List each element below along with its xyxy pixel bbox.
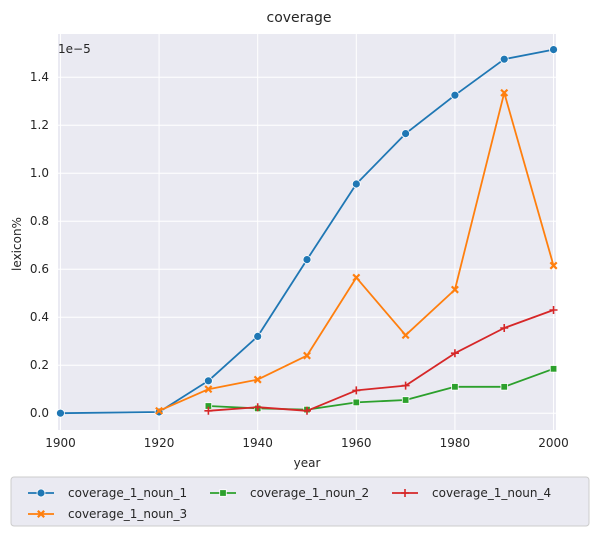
x-tick-label: 1900	[45, 436, 76, 450]
y-tick-label: 1.0	[30, 166, 49, 180]
data-point-marker	[451, 383, 459, 391]
data-point-marker	[303, 351, 311, 360]
tick-labels: 1900 1920 1940 1960 1980 2000 0.0 0.2 0.4 0.6 0.8 1…	[30, 70, 569, 450]
y-tick-label: 1.2	[30, 118, 49, 132]
y-tick-label: 0.0	[30, 406, 49, 420]
legend-label: coverage_1_noun_4	[432, 486, 551, 500]
legend-item-coverage_1_noun_1: coverage_1_noun_1	[28, 486, 187, 500]
data-point-marker	[204, 406, 213, 415]
series-coverage_1_noun_3	[155, 88, 558, 415]
data-point-marker	[450, 285, 459, 294]
y-tick-label: 1.4	[30, 70, 49, 84]
data-point-marker	[401, 489, 409, 497]
data-point-marker	[253, 403, 262, 412]
x-tick-label: 1980	[440, 436, 471, 450]
data-point-marker	[56, 408, 65, 418]
data-point-marker	[155, 406, 164, 415]
data-point-marker	[401, 331, 410, 340]
data-point-marker	[303, 406, 311, 415]
y-tick-label: 0.2	[30, 358, 49, 372]
data-point-marker	[500, 324, 509, 332]
legend-label: coverage_1_noun_1	[68, 486, 187, 500]
data-point-marker	[203, 376, 213, 386]
data-point-marker	[401, 381, 410, 390]
legend: coverage_1_noun_1 coverage_1_noun_2 covera…	[10, 476, 590, 527]
x-axis-label: year	[294, 456, 321, 470]
series-coverage_1_noun_1	[56, 45, 558, 418]
x-tick-label: 2000	[538, 436, 569, 450]
legend-frame	[10, 476, 590, 527]
data-point-marker	[499, 54, 509, 64]
plot-area	[58, 34, 556, 430]
data-point-marker	[500, 88, 509, 97]
x-tick-label: 1940	[242, 436, 273, 450]
data-point-marker	[450, 349, 459, 358]
legend-item-coverage_1_noun_2: coverage_1_noun_2	[210, 486, 369, 500]
legend-label: coverage_1_noun_2	[250, 486, 369, 500]
data-point-marker	[37, 510, 45, 518]
data-point-marker	[302, 255, 312, 265]
data-point-marker	[204, 385, 213, 394]
data-point-marker	[352, 273, 361, 282]
y-axis-label: lexicon%	[10, 217, 24, 271]
series-line	[208, 309, 554, 412]
data-point-marker	[401, 129, 411, 139]
data-point-marker	[253, 331, 263, 341]
series-line	[60, 48, 554, 415]
data-point-marker	[450, 90, 460, 100]
data-point-marker	[549, 306, 558, 314]
data-point-marker	[500, 383, 508, 391]
data-point-marker	[351, 179, 361, 189]
chart-title: coverage	[267, 10, 332, 26]
data-point-marker	[549, 45, 558, 54]
y-axis-offset: 1e−5	[58, 42, 91, 56]
data-point-marker	[219, 489, 227, 497]
data-point-marker	[549, 261, 558, 270]
data-point-marker	[352, 398, 361, 407]
y-tick-label: 0.8	[30, 214, 49, 228]
series-layer	[56, 45, 558, 418]
data-point-marker	[253, 375, 262, 384]
x-tick-label: 1960	[341, 436, 372, 450]
y-tick-label: 0.4	[30, 310, 49, 324]
y-tick-label: 0.6	[30, 262, 49, 276]
data-point-marker	[549, 365, 558, 373]
legend-label: coverage_1_noun_3	[68, 507, 187, 521]
grid-lines	[58, 34, 556, 430]
x-tick-label: 1920	[144, 436, 175, 450]
data-point-marker	[36, 488, 46, 498]
series-coverage_1_noun_4	[204, 306, 558, 415]
legend-item-coverage_1_noun_3: coverage_1_noun_3	[28, 507, 187, 521]
legend-item-coverage_1_noun_4: coverage_1_noun_4	[392, 486, 551, 500]
data-point-marker	[352, 386, 361, 395]
data-point-marker	[401, 396, 410, 404]
